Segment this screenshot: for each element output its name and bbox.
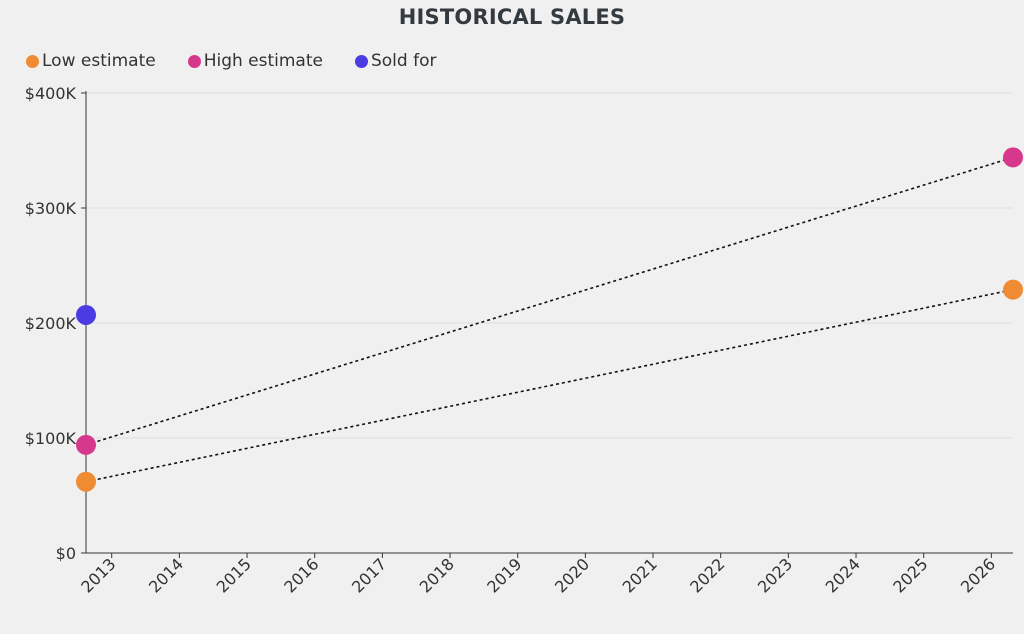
data-point-sold-for[interactable] (76, 304, 96, 325)
legend-item-high-estimate[interactable]: High estimate (187, 51, 323, 71)
x-tick-label: 2022 (686, 554, 728, 596)
legend-label-high-estimate: High estimate (203, 51, 323, 71)
x-tick-label: 2025 (889, 554, 931, 596)
data-point-high-estimate[interactable] (1003, 147, 1023, 168)
legend-item-low-estimate[interactable]: Low estimate (26, 51, 156, 71)
legend: Low estimate High estimate Sold for (26, 51, 468, 71)
trend-line-high-estimate (85, 156, 1014, 446)
data-point-low-estimate[interactable] (76, 471, 96, 492)
trend-line-low-estimate (85, 288, 1014, 483)
x-tick-label: 2013 (77, 554, 119, 596)
legend-label-sold-for: Sold for (370, 51, 437, 71)
legend-dot-low-estimate (26, 54, 39, 68)
x-tick-label: 2016 (280, 554, 322, 596)
data-point-low-estimate[interactable] (1003, 279, 1023, 300)
x-tick-label: 2020 (551, 554, 593, 596)
x-tick-label: 2021 (619, 554, 661, 596)
y-tick-label: $400K (25, 84, 77, 103)
legend-dot-sold-for (354, 54, 368, 68)
x-tick-label: 2026 (957, 554, 999, 596)
x-tick-label: 2019 (483, 554, 525, 596)
chart-title: HISTORICAL SALES (398, 5, 626, 29)
legend-dot-high-estimate (187, 54, 201, 68)
y-tick-label: $0 (56, 544, 76, 563)
x-tick-label: 2017 (348, 554, 390, 596)
y-tick-label: $300K (25, 199, 77, 218)
y-tick-label: $200K (25, 314, 77, 333)
data-point-high-estimate[interactable] (76, 434, 96, 455)
legend-label-low-estimate: Low estimate (42, 51, 156, 71)
x-tick-label: 2018 (416, 554, 458, 596)
legend-item-sold-for[interactable]: Sold for (354, 51, 437, 71)
x-tick-label: 2023 (754, 554, 796, 596)
x-tick-label: 2014 (145, 554, 187, 596)
x-tick-label: 2015 (213, 554, 255, 596)
x-tick-label: 2024 (822, 554, 864, 596)
y-tick-label: $100K (25, 429, 77, 448)
